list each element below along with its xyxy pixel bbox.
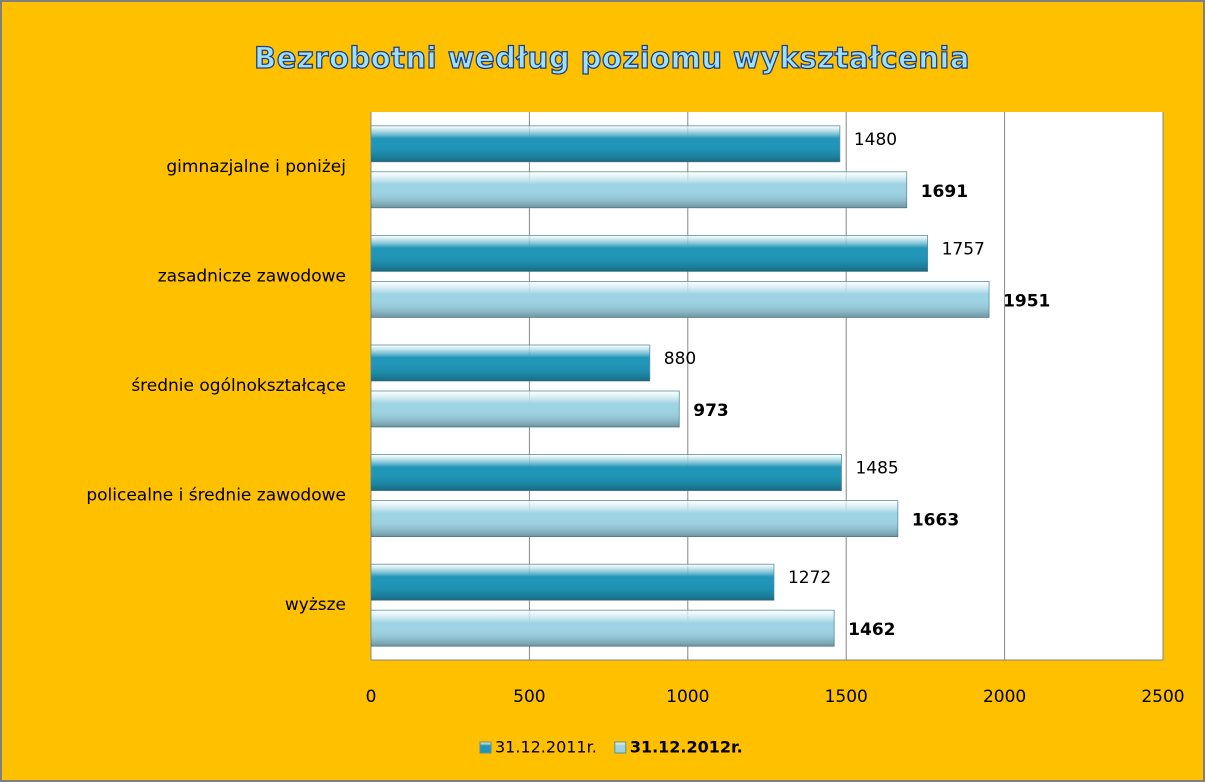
y-tick-label: średnie ogólnokształcące: [131, 376, 346, 396]
data-label: 1691: [921, 182, 968, 202]
bar-shading: [371, 299, 990, 318]
y-tick-label: zasadnicze zawodowe: [158, 266, 346, 286]
data-label: 973: [693, 401, 729, 421]
bar-shading: [371, 143, 840, 162]
x-tick-label: 2000: [983, 687, 1026, 707]
data-label: 1272: [788, 568, 831, 588]
bar-shading: [371, 189, 907, 208]
bar-shading: [371, 518, 898, 537]
chart-title: Bezrobotni według poziomu wykształcenia: [254, 41, 970, 75]
bar-shading: [371, 472, 842, 491]
data-label: 1480: [854, 130, 897, 150]
y-tick-label: wyższe: [285, 595, 346, 615]
x-tick-label: 1000: [666, 687, 709, 707]
bar-shading: [371, 582, 774, 601]
bar-shading: [371, 253, 928, 272]
x-tick-label: 1500: [825, 687, 868, 707]
legend-swatch: [614, 741, 627, 754]
x-tick-label: 2500: [1141, 687, 1184, 707]
y-tick-label: gimnazjalne i poniżej: [166, 157, 346, 177]
legend-swatch: [479, 741, 492, 754]
bar-shading: [371, 628, 835, 647]
x-tick-label: 0: [366, 687, 377, 707]
data-label: 1462: [848, 620, 895, 640]
bar-shading: [371, 363, 650, 381]
bar-shading: [371, 409, 680, 427]
legend-label: 31.12.2011r.: [495, 738, 597, 757]
data-label: 1757: [942, 239, 985, 259]
data-label: 880: [664, 349, 696, 369]
data-label: 1663: [912, 511, 959, 531]
data-label: 1485: [855, 459, 898, 479]
x-tick-label: 500: [513, 687, 545, 707]
legend-label: 31.12.2012r.: [630, 738, 743, 757]
y-tick-label: policealne i średnie zawodowe: [86, 486, 346, 506]
data-label: 1951: [1003, 291, 1050, 311]
